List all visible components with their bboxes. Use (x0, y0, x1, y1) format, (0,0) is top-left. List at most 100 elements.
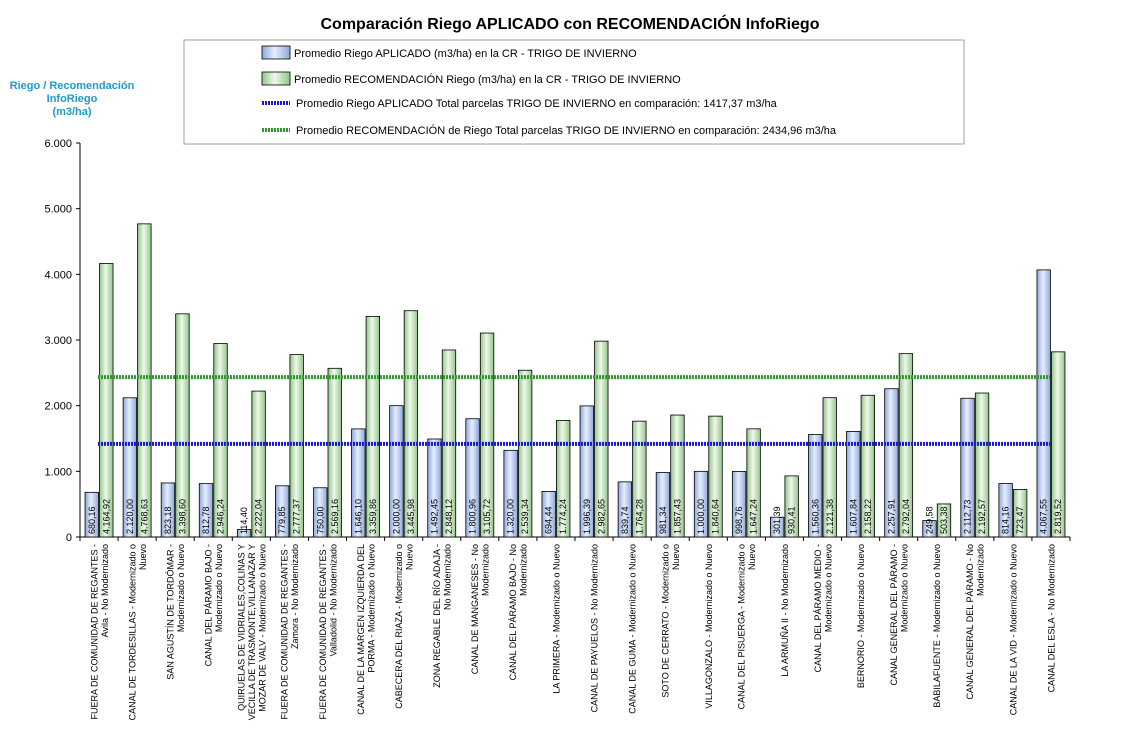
bar-recomendacion (213, 343, 228, 538)
category-label: FUERA DE COMUNIDAD DE REGANTES - (89, 544, 99, 720)
y-tick-label: 1.000 (44, 466, 72, 478)
category-labels: FUERA DE COMUNIDAD DE REGANTES - Avila - … (89, 544, 1056, 720)
data-label: 2.158,22 (863, 499, 873, 534)
bar-aplicado (236, 529, 252, 538)
y-tick-label: 0 (66, 532, 72, 544)
bar-recomendacion (327, 367, 342, 538)
data-label: 1.320,00 (506, 499, 516, 534)
bar-aplicado (846, 431, 861, 538)
category-label: SAN AGUSTÍN DE TORDÓMAR - (165, 544, 175, 680)
category-label: SOTO DE CERRATO - Modernizado o (660, 544, 670, 698)
bar-recomendacion (822, 397, 837, 538)
data-label: 680,16 (87, 506, 97, 534)
category-label: VILLAGONZALO - Modernizado o Nuevo (704, 544, 714, 709)
bar-recomendacion (746, 428, 761, 538)
bar-aplicado (884, 388, 899, 538)
bar-recomendacion (936, 503, 952, 538)
category-label: Modernizado (976, 544, 986, 596)
data-label: 1.996,39 (582, 499, 592, 534)
bar-recomendacion (784, 475, 799, 538)
bar-recomendacion (556, 420, 571, 538)
data-label: 2.946,24 (216, 499, 226, 534)
data-label: 750,00 (315, 506, 325, 534)
category-label: CANAL DE TORDESILLAS - Modernizado o (127, 544, 137, 720)
bar-aplicado (313, 487, 328, 538)
category-label: CANAL GENERAL DEL PÁRAMO - (889, 544, 899, 686)
data-label: 2.112,73 (963, 500, 973, 534)
category-label: CABECERA DEL RIAZA - Modernizado o (394, 544, 404, 709)
bar-recomendacion (365, 315, 380, 538)
bar-aplicado (351, 428, 366, 538)
bar-aplicado (770, 516, 785, 538)
bar-aplicado (998, 483, 1013, 538)
data-labels: 680,16 4.164,92 2.120,00 4.768,63 823,18 3.39… (87, 499, 1063, 534)
bar-aplicado (389, 405, 404, 538)
bar-recomendacion (479, 332, 495, 538)
data-label: 2.539,34 (520, 499, 530, 534)
legend-entry-aplicado: Promedio Riego APLICADO (m3/ha) en la CR… (294, 48, 637, 60)
data-label: 301,39 (772, 506, 782, 534)
data-label: 4.768,63 (139, 499, 149, 534)
y-axis: 0 1.000 2.000 3.000 4.000 5.000 6.000 (44, 138, 1071, 544)
category-label: CANAL DE LA MARGEN IZQUIERDA DEL (356, 544, 366, 715)
legend-entry-recomendacion: Promedio RECOMENDACIÓN Riego (m3/ha) en … (294, 73, 681, 86)
reference-lines (98, 375, 1050, 446)
bar-aplicado (617, 481, 633, 538)
category-label: Modernizado (481, 544, 491, 596)
bar-aplicado (1036, 269, 1051, 538)
data-label: 2.257,91 (886, 499, 896, 534)
data-label: 2.000,00 (391, 499, 401, 534)
category-label: BERNORIO - Modernizado o Nuevo (856, 544, 866, 688)
category-label: BABILAFUENTE - Modernizado o Nuevo (932, 544, 942, 708)
bar-aplicado (198, 483, 214, 538)
data-label: 4.164,92 (101, 499, 111, 534)
bar-aplicado (655, 472, 671, 538)
data-label: 503,38 (939, 506, 949, 534)
category-label: CANAL GENERAL DEL PÁRAMO - No (965, 544, 975, 700)
data-label: 694,44 (544, 506, 554, 534)
bar-recomendacion (403, 310, 419, 538)
category-label: Avila - No Modernizado (100, 544, 110, 637)
bar-aplicado (693, 470, 709, 538)
category-label: Nuevo (404, 544, 414, 570)
bar-recomendacion (974, 392, 990, 538)
data-label: 2.982,65 (596, 499, 606, 534)
bars (84, 223, 1066, 538)
bar-recomendacion (860, 394, 875, 538)
legend: Promedio Riego APLICADO (m3/ha) en la CR… (183, 39, 965, 145)
data-label: 981,34 (658, 506, 668, 534)
data-label: 249,58 (924, 506, 934, 534)
category-label: Valladolid - No Modernizado (328, 544, 338, 656)
chart-title: Comparación Riego APLICADO con RECOMENDA… (321, 14, 820, 33)
category-label: CANAL DE PAYUELOS - No Modernizado (590, 544, 600, 712)
bar-recomendacion (137, 223, 152, 538)
data-label: 1.492,45 (429, 499, 439, 534)
bar-aplicado (731, 471, 747, 538)
bar-aplicado (808, 434, 823, 538)
data-label: 2.121,38 (825, 499, 835, 534)
category-label: CANAL DE MANGANESES - No (470, 544, 480, 674)
data-label: 1.607,84 (848, 499, 858, 534)
data-label: 1.000,00 (696, 499, 706, 534)
data-label: 1.646,10 (353, 499, 363, 534)
bar-aplicado (427, 438, 442, 538)
category-label: FUERA DE COMUNIDAD DE REGANTES - (318, 544, 328, 720)
data-label: 4.067,55 (1039, 499, 1049, 534)
legend-swatch-recomendacion (261, 71, 291, 86)
category-label: MOZAR DE VALV - Modernizado o Nuevo (257, 544, 267, 712)
data-label: 998,76 (734, 506, 744, 534)
category-label: Nuevo (138, 544, 148, 570)
data-label: 114,40 (239, 507, 249, 534)
category-label: ZONA REGABLE DEL RÍO ADAJA - (432, 544, 442, 688)
category-label: Modernizado o Nuevo (176, 544, 186, 632)
category-label: CANAL DEL PISUERGA - Modernizado o (737, 544, 747, 709)
data-label: 1.560,36 (810, 499, 820, 534)
bar-aplicado (922, 520, 937, 538)
category-label: Nuevo (747, 544, 757, 570)
category-label: CANAL DEL PÁRAMO BAJO - (204, 544, 214, 666)
data-label: 779,85 (277, 506, 287, 534)
category-label: Zamora - No Modernizado (290, 544, 300, 649)
data-label: 3.445,98 (406, 499, 416, 534)
bar-aplicado (465, 418, 480, 538)
